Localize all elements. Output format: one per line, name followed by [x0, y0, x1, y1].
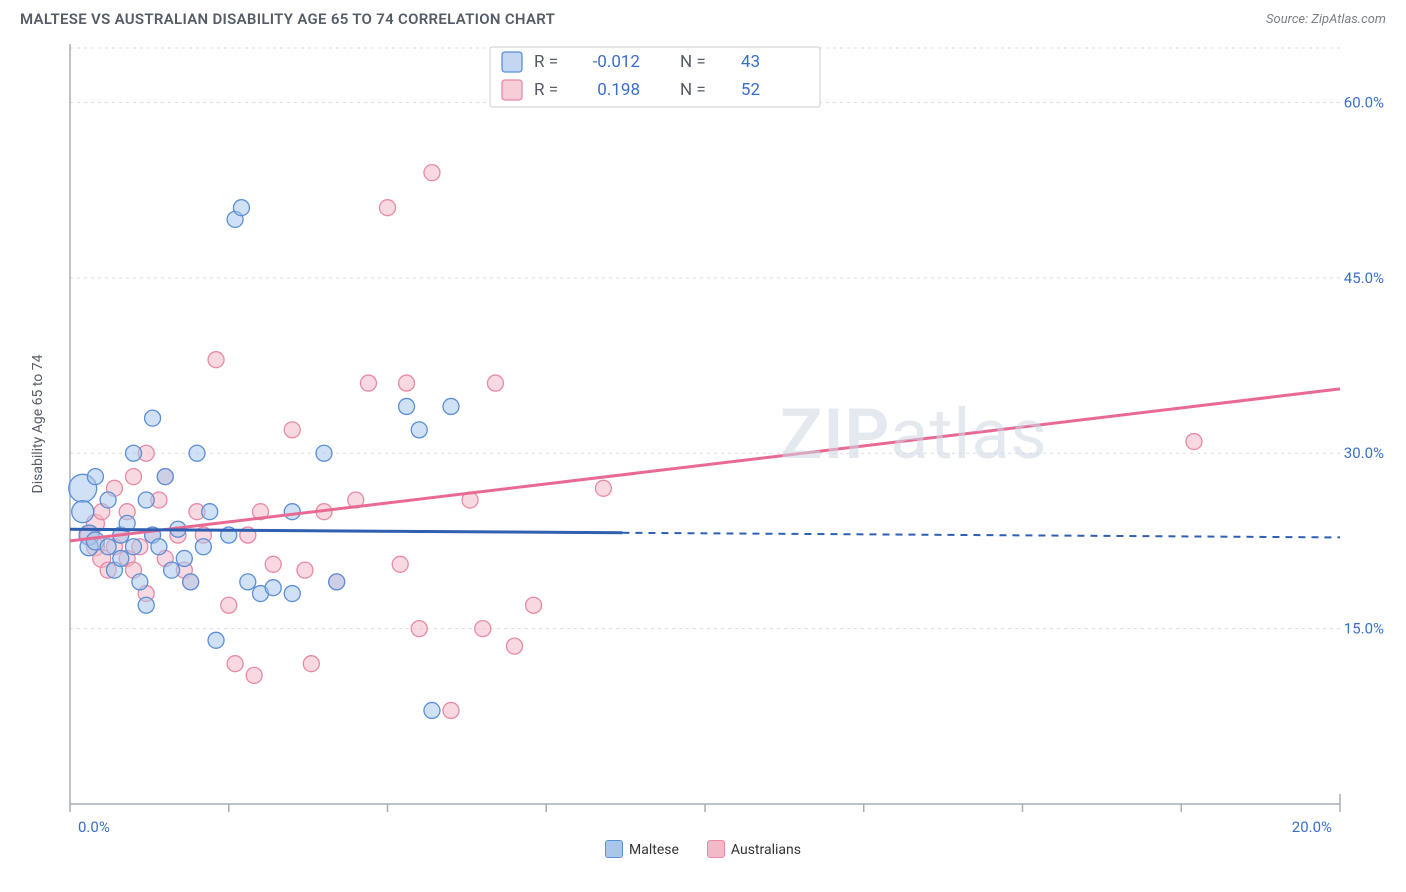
legend-label-australians: Australians [731, 842, 801, 858]
svg-text:45.0%: 45.0% [1344, 269, 1384, 287]
svg-text:N =: N = [680, 52, 706, 72]
svg-text:R =: R = [534, 80, 558, 100]
chart-source: Source: ZipAtlas.com [1266, 12, 1386, 27]
series-legend: Maltese Australians [20, 840, 1386, 858]
svg-text:20.0%: 20.0% [1292, 818, 1332, 836]
svg-text:43: 43 [741, 52, 760, 72]
svg-text:15.0%: 15.0% [1344, 620, 1384, 638]
scatter-chart: 15.0% 30.0% 45.0% 60.0% 0.0% 20.0% Disability … [20, 34, 1386, 864]
svg-text:0.198: 0.198 [597, 80, 640, 100]
legend-item-australians: Australians [707, 840, 801, 858]
svg-text:60.0%: 60.0% [1344, 93, 1384, 111]
legend-swatch-australians [707, 840, 725, 858]
svg-text:R =: R = [534, 52, 558, 72]
svg-text:N =: N = [680, 80, 706, 100]
legend-label-maltese: Maltese [629, 842, 679, 858]
chart-header: MALTESE VS AUSTRALIAN DISABILITY AGE 65 … [0, 0, 1406, 34]
svg-text:52: 52 [741, 80, 760, 100]
svg-text:0.0%: 0.0% [78, 818, 110, 836]
chart-container: 15.0% 30.0% 45.0% 60.0% 0.0% 20.0% Disability … [20, 34, 1386, 864]
legend-item-maltese: Maltese [605, 840, 679, 858]
svg-text:Disability Age 65 to 74: Disability Age 65 to 74 [30, 354, 46, 493]
chart-title: MALTESE VS AUSTRALIAN DISABILITY AGE 65 … [20, 10, 555, 28]
legend-swatch-maltese [605, 840, 623, 858]
svg-text:-0.012: -0.012 [593, 52, 640, 72]
svg-text:30.0%: 30.0% [1344, 444, 1384, 462]
